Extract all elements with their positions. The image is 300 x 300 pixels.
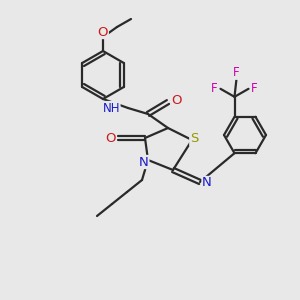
Text: NH: NH <box>103 101 120 115</box>
Text: F: F <box>251 82 258 95</box>
Text: O: O <box>106 131 116 145</box>
Text: N: N <box>202 176 212 190</box>
Text: O: O <box>98 26 108 38</box>
Text: F: F <box>211 82 218 95</box>
Text: N: N <box>139 155 149 169</box>
Text: F: F <box>233 66 240 79</box>
Text: O: O <box>171 94 181 107</box>
Text: S: S <box>190 133 198 146</box>
